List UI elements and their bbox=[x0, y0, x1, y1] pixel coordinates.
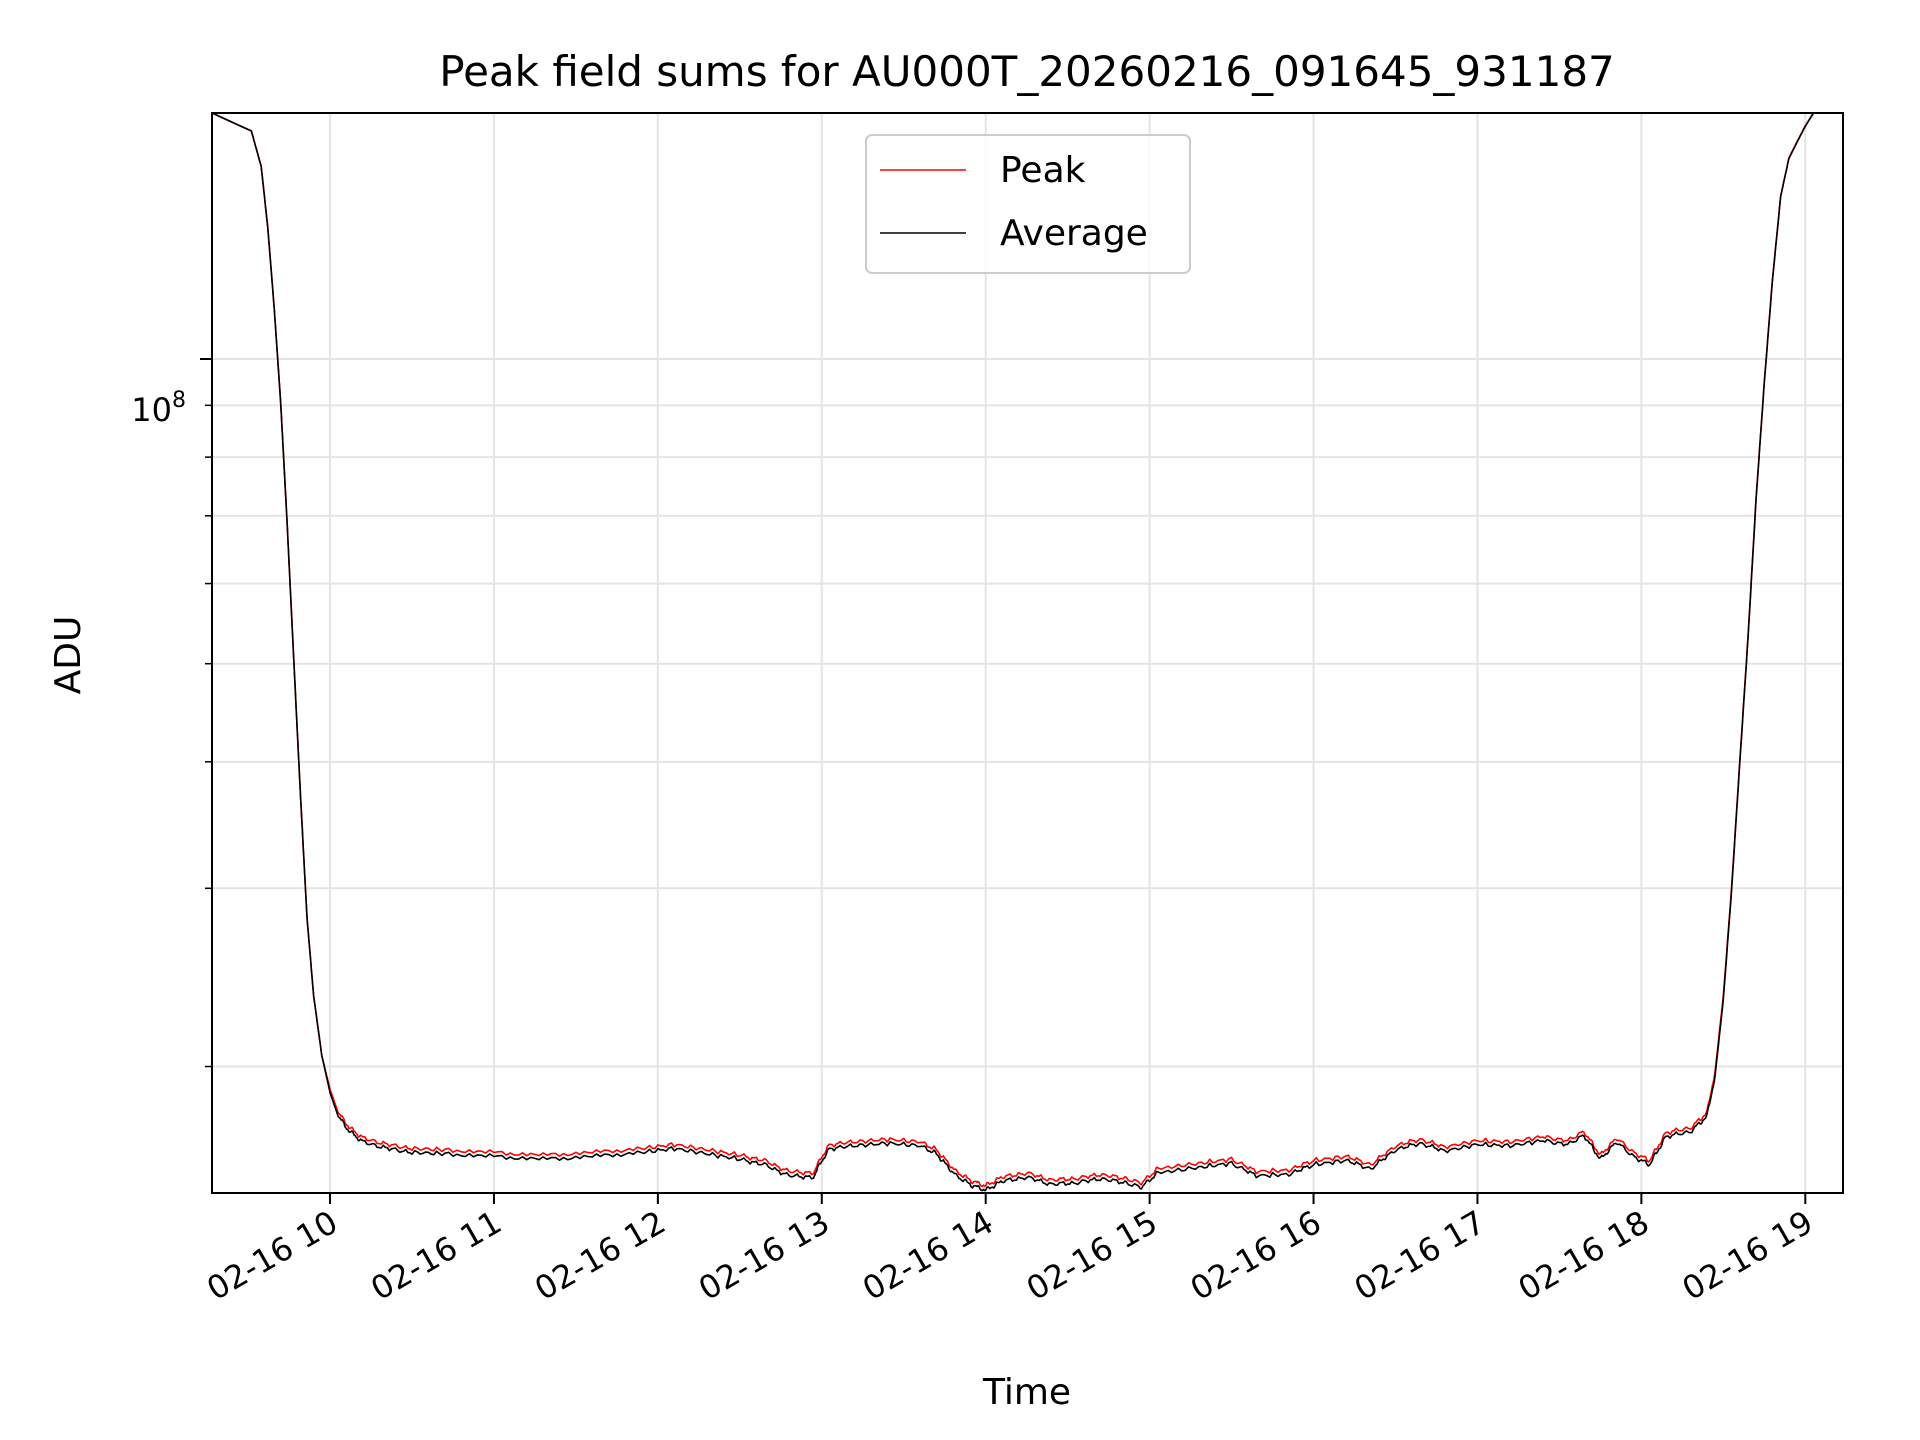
y-major-tick-label: 108 bbox=[131, 388, 186, 429]
legend: Peak Average bbox=[865, 134, 1191, 274]
chart-title: Peak field sums for AU000T_20260216_0916… bbox=[439, 47, 1615, 96]
grid bbox=[212, 113, 1843, 1193]
series-lines bbox=[212, 113, 1843, 1192]
x-axis-label: Time bbox=[982, 1372, 1071, 1413]
y-axis-ticks bbox=[200, 358, 212, 1068]
y-axis-label: ADU bbox=[48, 616, 89, 695]
legend-average-label: Average bbox=[1000, 213, 1148, 254]
series-line-average bbox=[212, 113, 1843, 1192]
plot-area-frame bbox=[211, 112, 1844, 1194]
legend-peak-label: Peak bbox=[1000, 150, 1086, 191]
